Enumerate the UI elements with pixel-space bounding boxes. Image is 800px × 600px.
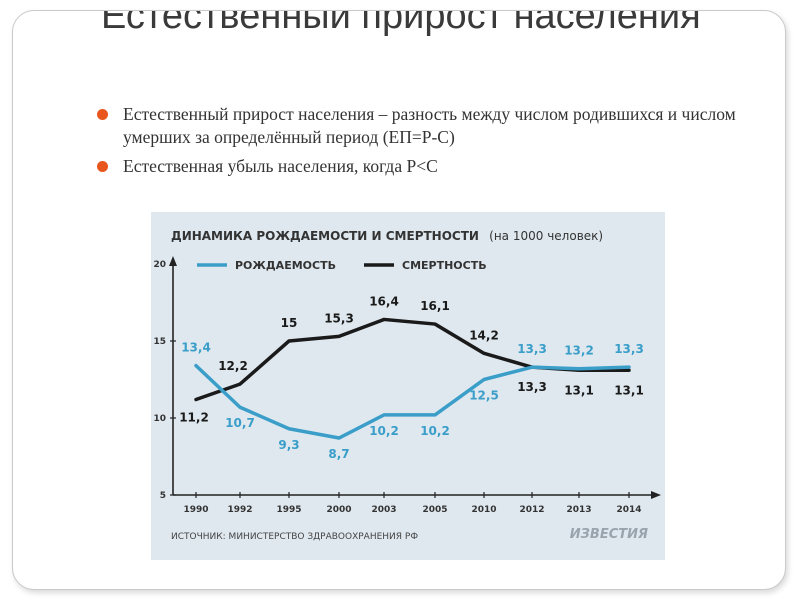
data-label: 10,2 xyxy=(420,424,450,438)
chart-title: ДИНАМИКА РОЖДАЕМОСТИ И СМЕРТНОСТИ (на 10… xyxy=(171,229,603,243)
bullet-list: Естественный прирост населения – разност… xyxy=(97,103,737,184)
x-tick-label: 1995 xyxy=(276,505,301,515)
data-label: 13,3 xyxy=(614,342,644,356)
bullet-text: Естественная убыль населения, когда Р<С xyxy=(123,156,438,176)
chart-legend: РОЖДАЕМОСТЬ СМЕРТНОСТЬ xyxy=(197,259,487,272)
bullet-dot-icon xyxy=(97,161,108,172)
x-tick-label: 2010 xyxy=(471,505,496,515)
data-label: 13,2 xyxy=(564,344,594,358)
x-axis-arrow-icon xyxy=(651,491,661,499)
bullet-item: Естественный прирост населения – разност… xyxy=(97,103,737,149)
data-label: 12,2 xyxy=(218,359,248,373)
x-tick-label: 2014 xyxy=(616,505,641,515)
y-tick-label: 10 xyxy=(153,414,166,424)
chart-plot: 13,4 10,7 9,3 8,7 10,2 10,2 12,5 13,3 13,2 13,3 11… xyxy=(179,294,644,461)
x-tick-label: 2012 xyxy=(519,505,544,515)
x-tick-label: 2000 xyxy=(326,505,351,515)
x-tick-label: 2005 xyxy=(422,505,447,515)
data-label: 13,3 xyxy=(517,380,547,394)
data-label: 15 xyxy=(281,316,298,330)
x-tick-label: 2003 xyxy=(371,505,396,515)
x-tick-label: 1992 xyxy=(227,505,252,515)
data-label: 11,2 xyxy=(179,411,209,425)
chart-source: ИСТОЧНИК: МИНИСТЕРСТВО ЗДРАВООХРАНЕНИЯ Р… xyxy=(171,532,418,542)
bullet-dot-icon xyxy=(97,109,108,120)
y-tick-label: 15 xyxy=(153,337,166,347)
y-tick-label: 5 xyxy=(160,491,166,501)
data-label: 13,1 xyxy=(614,383,644,397)
data-label: 12,5 xyxy=(469,389,499,403)
chart-axes: 5 10 15 20 1990 1992 1995 2000 2003 2005 2010 2012 2… xyxy=(153,256,661,515)
data-label: 13,4 xyxy=(181,341,211,355)
data-label: 13,1 xyxy=(564,383,594,397)
x-tick-label: 1990 xyxy=(183,505,208,515)
chart-logo: ИЗВЕСТИЯ xyxy=(570,527,648,542)
chart: ДИНАМИКА РОЖДАЕМОСТИ И СМЕРТНОСТИ (на 10… xyxy=(151,212,665,560)
slide-title: Естественный прирост населения xyxy=(101,10,701,37)
data-label: 9,3 xyxy=(278,438,299,452)
data-label: 16,1 xyxy=(420,299,450,313)
y-tick-label: 20 xyxy=(153,260,166,270)
bullet-item: Естественная убыль населения, когда Р<С xyxy=(97,155,737,178)
data-label: 10,7 xyxy=(225,416,255,430)
chart-subtitle: (на 1000 человек) xyxy=(489,229,603,243)
bullet-text: Естественный прирост населения – разност… xyxy=(123,104,736,147)
data-label: 8,7 xyxy=(328,447,349,461)
data-label: 10,2 xyxy=(369,424,399,438)
data-label: 14,2 xyxy=(469,328,499,342)
chart-title-main: ДИНАМИКА РОЖДАЕМОСТИ И СМЕРТНОСТИ xyxy=(171,229,479,243)
data-label: 15,3 xyxy=(324,311,354,325)
data-label: 13,3 xyxy=(517,342,547,356)
chart-svg: ДИНАМИКА РОЖДАЕМОСТИ И СМЕРТНОСТИ (на 10… xyxy=(153,229,661,542)
x-tick-label: 2013 xyxy=(566,505,591,515)
series-line-birth xyxy=(194,363,631,440)
legend-label: СМЕРТНОСТЬ xyxy=(402,259,487,272)
legend-label: РОЖДАЕМОСТЬ xyxy=(235,259,336,272)
data-label: 16,4 xyxy=(369,294,399,308)
